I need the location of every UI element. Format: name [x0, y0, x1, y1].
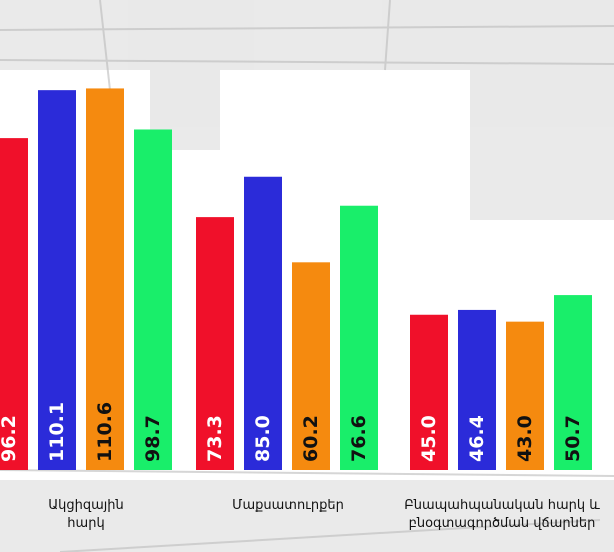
- bar-s1-c2: [196, 217, 234, 470]
- value-label-s3-c2: 60.2: [300, 415, 322, 462]
- bar-s1-c3: [410, 314, 448, 470]
- bar-s3-c2: [292, 262, 330, 470]
- bar-s2-c2: [244, 176, 282, 470]
- value-label-s4-c2: 76.6: [348, 415, 370, 462]
- value-label-s4-c3: 50.7: [562, 415, 584, 462]
- bar-s1-c1: [0, 138, 28, 471]
- value-label-s1-c2: 73.3: [204, 415, 226, 462]
- bar-s4-c1: [134, 129, 172, 471]
- value-label-s2-c1: 110.1: [46, 402, 68, 462]
- bar-s2-c3: [458, 309, 496, 470]
- value-label-s4-c1: 98.7: [142, 415, 164, 462]
- bar-s4-c3: [554, 295, 592, 470]
- value-label-s2-c2: 85.0: [252, 415, 274, 462]
- category-label-1: Ակցիզային հարկ: [48, 498, 124, 531]
- value-label-s3-c3: 43.0: [514, 415, 536, 462]
- value-label-s1-c1: 96.2: [0, 415, 20, 462]
- value-label-s2-c3: 46.4: [466, 415, 488, 462]
- bar-s3-c1: [86, 88, 124, 471]
- bar-s2-c1: [38, 90, 76, 470]
- value-label-s1-c3: 45.0: [418, 415, 440, 462]
- category-label-3: Բնապահպանական հարկ և բնօգտագործման վճարնե…: [404, 498, 600, 531]
- value-label-s3-c1: 110.6: [94, 402, 116, 462]
- bar-s3-c3: [506, 321, 544, 470]
- bar-s4-c2: [340, 205, 378, 471]
- category-label-2: Մաքսատուրքեր: [232, 498, 344, 513]
